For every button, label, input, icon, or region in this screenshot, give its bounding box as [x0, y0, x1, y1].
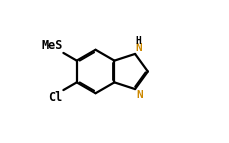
Text: H: H: [136, 35, 142, 45]
Text: Cl: Cl: [49, 91, 63, 104]
Text: N: N: [136, 43, 142, 53]
Text: N: N: [136, 90, 143, 100]
Text: MeS: MeS: [41, 39, 63, 52]
